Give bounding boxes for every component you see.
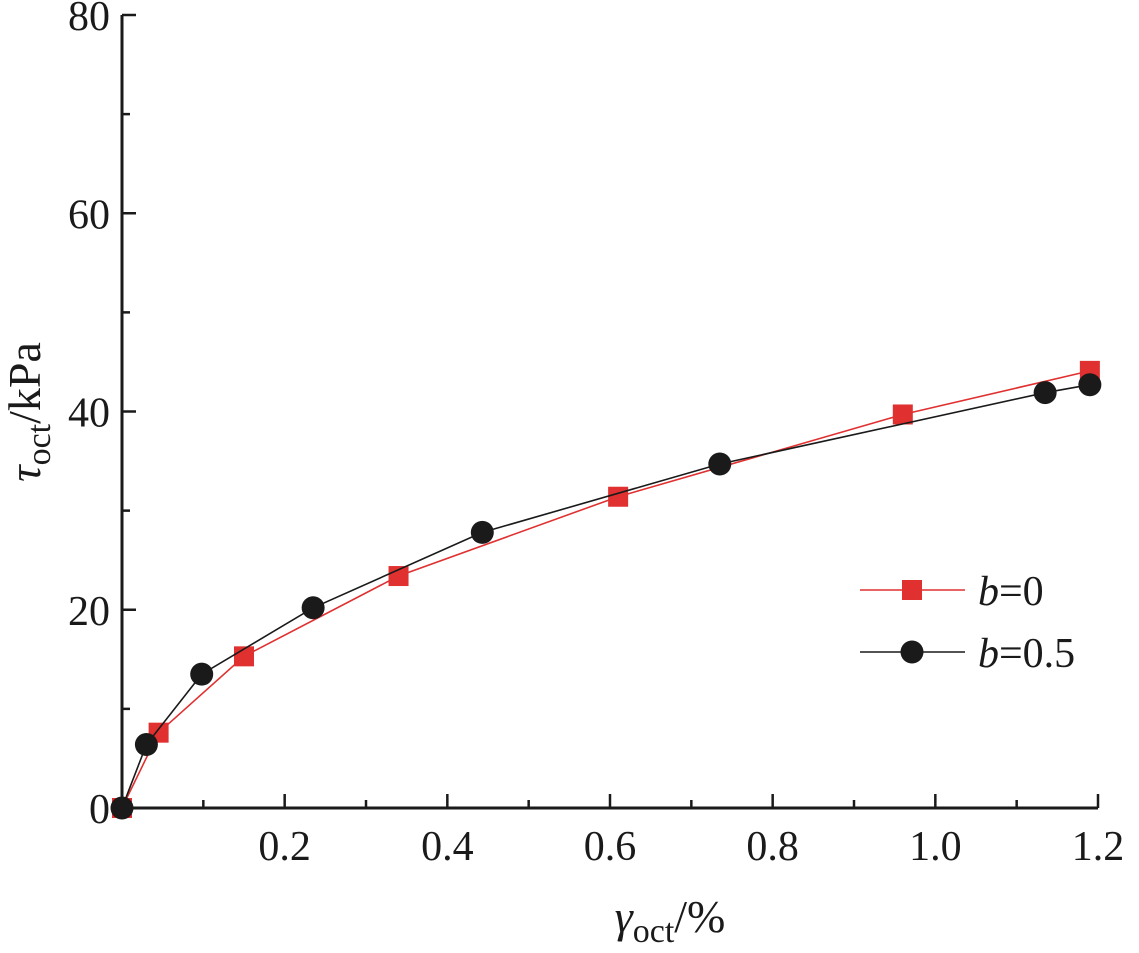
legend-item: b=0 <box>860 569 1044 615</box>
x-axis-symbol: γ <box>615 891 635 942</box>
x-axis-title: γoct/% <box>615 891 726 950</box>
y-axis-symbol: τ <box>0 464 50 482</box>
legend-label-variable: b <box>978 569 999 615</box>
legend-label-value: =0 <box>999 569 1044 615</box>
series <box>110 360 1102 820</box>
legend-marker-square <box>902 580 922 600</box>
data-point-circle <box>110 796 134 820</box>
y-tick-label: 40 <box>68 391 110 437</box>
data-point-circle <box>301 596 325 620</box>
ticks <box>122 13 1100 810</box>
y-tick-label: 60 <box>68 192 110 238</box>
y-axis-subscript: oct <box>21 423 58 465</box>
y-tick-label: 20 <box>68 589 110 635</box>
y-tick-label: 0 <box>89 787 110 833</box>
legend-label: b=0.5 <box>978 631 1075 677</box>
legend-label: b=0 <box>978 569 1044 615</box>
data-point-circle <box>134 733 158 757</box>
x-tick-label: 0.6 <box>584 824 637 870</box>
y-axis-unit: /kPa <box>0 342 50 424</box>
data-point-circle <box>190 662 214 686</box>
x-axis-subscript: oct <box>633 913 675 950</box>
legend-label-value: =0.5 <box>999 631 1075 677</box>
x-tick-label: 1.0 <box>909 824 962 870</box>
x-tick-label: 1.2 <box>1072 824 1125 870</box>
x-tick-label: 0.8 <box>746 824 799 870</box>
data-point-square <box>388 566 409 587</box>
tick-labels: 0.2 0.4 0.6 0.8 1.0 1.2 0 20 40 60 80 <box>68 0 1124 870</box>
data-point-circle <box>470 520 494 544</box>
data-point-circle <box>1078 373 1102 397</box>
x-tick-label: 0.4 <box>421 824 474 870</box>
legend-marker-circle <box>900 640 924 664</box>
y-axis-title: τoct/kPa <box>0 342 58 482</box>
series-line <box>121 383 1091 809</box>
legend-item: b=0.5 <box>860 631 1075 677</box>
data-point-circle <box>1033 381 1057 405</box>
axes <box>120 15 1098 810</box>
legend: b=0b=0.5 <box>860 569 1075 677</box>
y-tick-label: 80 <box>68 0 110 40</box>
x-axis-unit: /% <box>674 891 725 942</box>
series-circle <box>110 373 1102 820</box>
data-point-circle <box>708 452 732 476</box>
data-point-square <box>892 404 913 425</box>
legend-label-variable: b <box>978 631 999 677</box>
data-point-square <box>608 486 629 507</box>
x-tick-label: 0.2 <box>258 824 311 870</box>
